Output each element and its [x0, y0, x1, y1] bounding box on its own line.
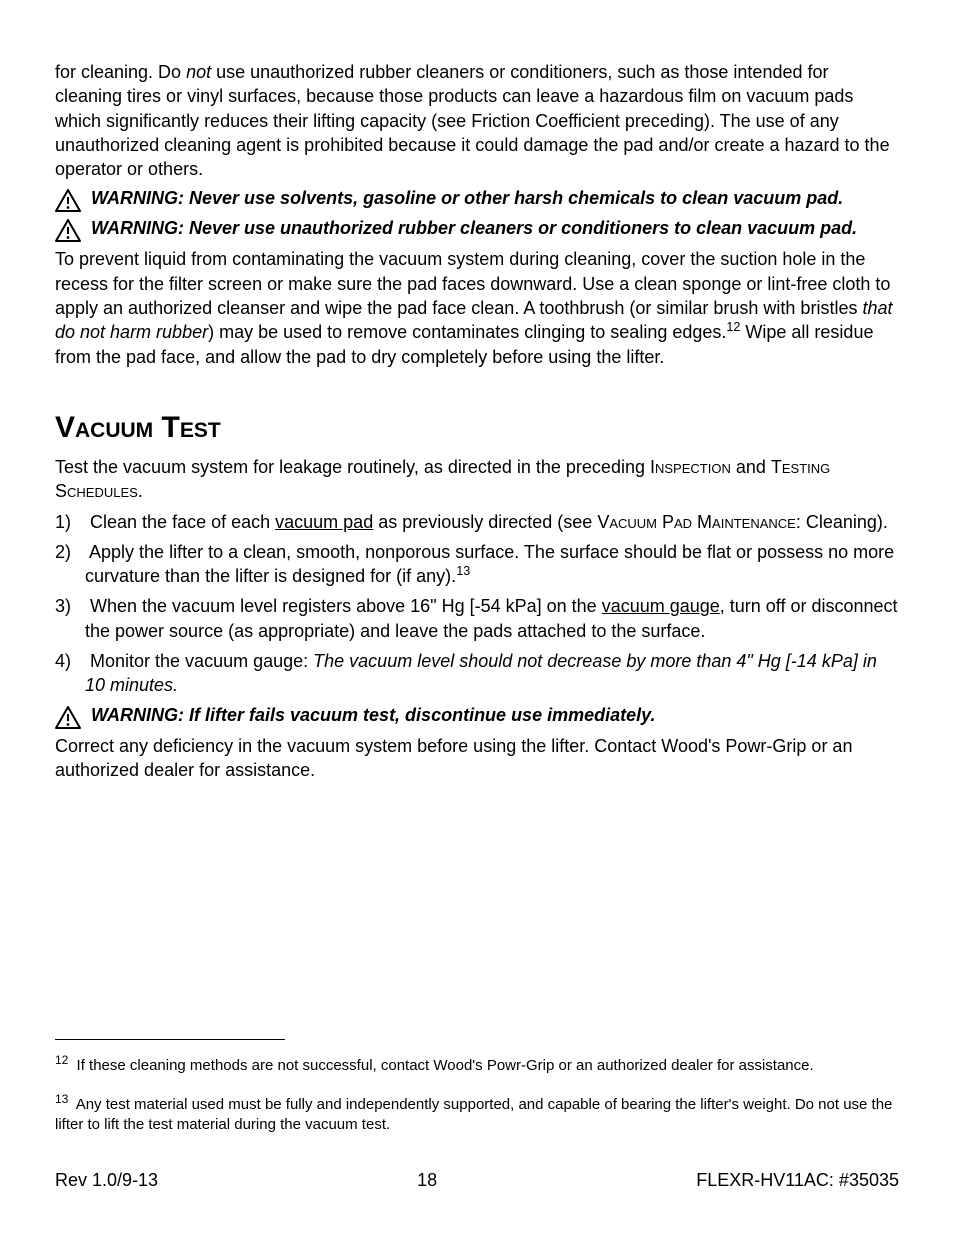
footer-page-number: 18	[417, 1170, 437, 1191]
footnote-text: Any test material used must be fully and…	[55, 1096, 892, 1133]
footnote-ref: 13	[456, 564, 470, 578]
text: as previously directed (see	[373, 512, 597, 532]
text: .	[138, 481, 143, 501]
warning-block: WARNING: If lifter fails vacuum test, di…	[55, 704, 899, 730]
section-heading: Vacuum Test	[55, 411, 899, 445]
warning-icon	[55, 219, 81, 243]
footnote-block: 12 If these cleaning methods are not suc…	[55, 1039, 899, 1149]
text-underline: vacuum gauge	[602, 596, 720, 616]
text: Monitor the vacuum gauge:	[90, 651, 313, 671]
warning-body: Never use solvents, gasoline or other ha…	[189, 188, 843, 208]
text: and	[731, 457, 771, 477]
footnote-separator	[55, 1039, 285, 1040]
page-footer: Rev 1.0/9-13 18 FLEXR-HV11AC: #35035	[55, 1170, 899, 1191]
procedure-list: Clean the face of each vacuum pad as pre…	[55, 510, 899, 698]
text-italic: not	[186, 62, 211, 82]
text: Apply the lifter to a clean, smooth, non…	[85, 542, 894, 586]
footnote: 12 If these cleaning methods are not suc…	[55, 1052, 899, 1076]
text-underline: vacuum pad	[275, 512, 373, 532]
procedure-step: Monitor the vacuum gauge: The vacuum lev…	[55, 649, 899, 698]
warning-text: WARNING: Never use unauthorized rubber c…	[91, 217, 899, 240]
closing-paragraph: Correct any deficiency in the vacuum sys…	[55, 734, 899, 783]
footnote-number: 12	[55, 1053, 68, 1067]
warning-icon	[55, 706, 81, 730]
warning-lead: WARNING:	[91, 218, 189, 238]
text: To prevent liquid from contaminating the…	[55, 249, 890, 318]
text: for cleaning. Do	[55, 62, 186, 82]
body-paragraph: To prevent liquid from contaminating the…	[55, 247, 899, 368]
footer-left: Rev 1.0/9-13	[55, 1170, 158, 1191]
text: When the vacuum level registers above 16…	[90, 596, 602, 616]
procedure-step: When the vacuum level registers above 16…	[55, 594, 899, 643]
text-smallcaps: Vacuum Pad Maintenance	[597, 512, 796, 532]
footnote: 13 Any test material used must be fully …	[55, 1091, 899, 1136]
procedure-step: Apply the lifter to a clean, smooth, non…	[55, 540, 899, 589]
text-smallcaps: Inspection	[650, 457, 731, 477]
text: ) may be used to remove contaminates cli…	[208, 322, 726, 342]
intro-paragraph: for cleaning. Do not use unauthorized ru…	[55, 60, 899, 181]
text: Test the vacuum system for leakage routi…	[55, 457, 650, 477]
procedure-step: Clean the face of each vacuum pad as pre…	[55, 510, 899, 534]
warning-block: WARNING: Never use unauthorized rubber c…	[55, 217, 899, 243]
text: Clean the face of each	[90, 512, 275, 532]
footnote-ref: 12	[726, 320, 740, 334]
warning-lead: WARNING:	[91, 188, 189, 208]
warning-block: WARNING: Never use solvents, gasoline or…	[55, 187, 899, 213]
footnote-text: If these cleaning methods are not succes…	[72, 1057, 813, 1074]
warning-body: If lifter fails vacuum test, discontinue…	[189, 705, 655, 725]
warning-body: Never use unauthorized rubber cleaners o…	[189, 218, 857, 238]
warning-icon	[55, 189, 81, 213]
warning-text: WARNING: Never use solvents, gasoline or…	[91, 187, 899, 210]
section-intro: Test the vacuum system for leakage routi…	[55, 455, 899, 504]
footer-right: FLEXR-HV11AC: #35035	[696, 1170, 899, 1191]
footnote-number: 13	[55, 1092, 68, 1106]
text: : Cleaning).	[796, 512, 888, 532]
warning-text: WARNING: If lifter fails vacuum test, di…	[91, 704, 899, 727]
warning-lead: WARNING:	[91, 705, 189, 725]
